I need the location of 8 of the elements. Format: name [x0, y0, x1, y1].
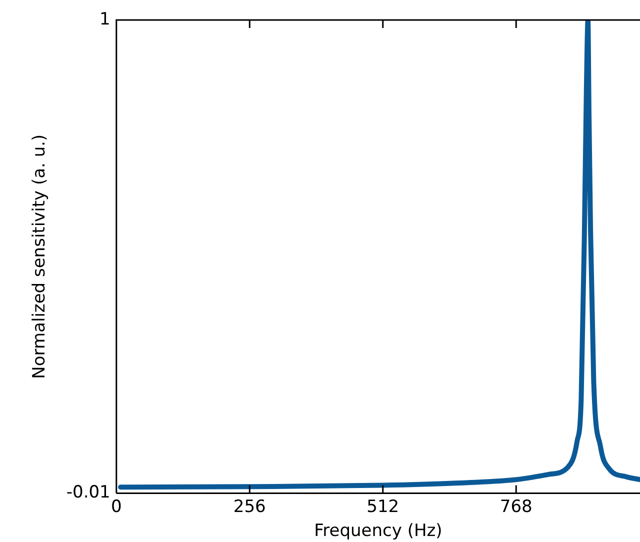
y-axis-title: Normalized sensitivity (a. u.) [30, 134, 50, 379]
x-tick-label: 512 [366, 496, 400, 517]
x-tick-label: 0 [110, 496, 122, 517]
x-axis-title: Frequency (Hz) [314, 521, 442, 542]
x-tick-label: 256 [233, 496, 266, 517]
y-tick-label: -0.01 [66, 482, 110, 503]
y-tick-label: 1 [100, 9, 110, 30]
x-tick-label: 768 [500, 496, 532, 517]
